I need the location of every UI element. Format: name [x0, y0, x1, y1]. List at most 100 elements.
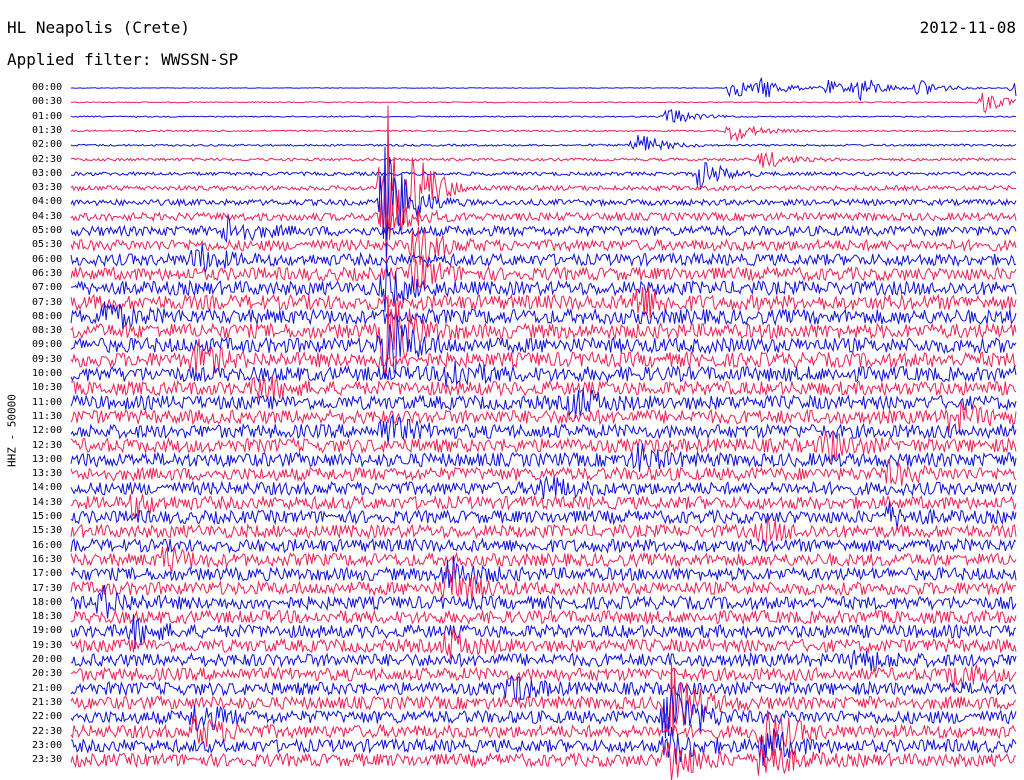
time-label: 09:30 — [32, 353, 63, 365]
time-label: 21:00 — [32, 682, 63, 694]
trace-1500 — [70, 501, 1017, 530]
trace-2100 — [70, 675, 1017, 703]
time-label: 00:30 — [32, 96, 63, 108]
filter-prefix: Applied filter: — [7, 50, 152, 69]
trace-0730 — [70, 286, 1017, 318]
time-label: 12:00 — [32, 425, 63, 437]
time-label: 17:00 — [32, 568, 63, 580]
time-label: 12:30 — [32, 439, 63, 451]
trace-0130 — [70, 125, 1017, 143]
trace-2200 — [70, 689, 1017, 739]
trace-0800 — [70, 301, 1017, 330]
trace-1430 — [70, 494, 1017, 519]
trace-1700 — [70, 555, 1017, 589]
time-label: 13:30 — [32, 468, 63, 480]
trace-0830 — [70, 295, 1017, 379]
trace-0030 — [70, 92, 1017, 114]
trace-0500 — [70, 215, 1017, 244]
time-label: 23:30 — [32, 754, 63, 766]
time-label: 18:00 — [32, 596, 63, 608]
trace-1100 — [70, 387, 1017, 419]
trace-1630 — [70, 546, 1017, 574]
trace-1400 — [70, 475, 1017, 500]
time-label: 01:00 — [32, 110, 63, 122]
time-label: 15:00 — [32, 511, 63, 522]
trace-1800 — [70, 584, 1017, 619]
trace-0200 — [70, 135, 1017, 151]
time-label: 04:30 — [32, 210, 63, 222]
time-label: 20:30 — [32, 668, 63, 680]
trace-1900 — [70, 614, 1017, 650]
time-label: 05:30 — [32, 239, 63, 251]
trace-1330 — [70, 457, 1017, 487]
trace-0600 — [70, 243, 1017, 274]
trace-0300 — [70, 161, 1017, 190]
trace-1730 — [70, 563, 1017, 603]
trace-0400 — [70, 146, 1017, 258]
trace-0530 — [70, 227, 1017, 266]
time-label: 20:00 — [32, 654, 63, 665]
time-label: 02:00 — [32, 139, 63, 151]
time-label: 07:30 — [32, 296, 63, 308]
trace-0700 — [70, 262, 1017, 312]
trace-1230 — [70, 430, 1017, 463]
time-label: 14:00 — [32, 482, 63, 494]
trace-0230 — [70, 151, 1017, 168]
time-label: 06:30 — [32, 267, 63, 279]
trace-1200 — [70, 413, 1017, 445]
trace-2230 — [70, 710, 1017, 767]
trace-1530 — [70, 517, 1017, 546]
trace-1600 — [70, 537, 1017, 554]
trace-0630 — [70, 255, 1017, 292]
time-label: 11:00 — [32, 396, 63, 408]
time-label: 05:00 — [32, 225, 63, 236]
trace-1300 — [70, 443, 1017, 472]
trace-0330 — [70, 105, 1017, 269]
time-label: 22:30 — [32, 725, 63, 737]
time-label: 21:30 — [32, 696, 63, 708]
trace-1030 — [70, 375, 1017, 402]
filter-name: WWSSN-SP — [161, 50, 239, 69]
trace-2130 — [70, 662, 1017, 736]
time-label: 14:30 — [32, 496, 63, 508]
time-label: 00:00 — [32, 82, 63, 93]
trace-1830 — [70, 608, 1017, 626]
time-label: 02:30 — [32, 153, 63, 165]
time-label: 23:00 — [32, 739, 63, 751]
trace-2030 — [70, 664, 1017, 692]
time-label: 11:30 — [32, 410, 63, 422]
trace-0930 — [70, 338, 1017, 376]
time-label: 10:00 — [32, 368, 63, 379]
trace-0900 — [70, 315, 1017, 376]
trace-1000 — [70, 361, 1017, 388]
time-label: 15:30 — [32, 525, 63, 537]
time-label: 16:30 — [32, 553, 63, 565]
trace-0430 — [70, 204, 1017, 237]
time-label: 06:00 — [32, 253, 63, 265]
time-label: 03:00 — [32, 167, 63, 179]
time-label: 07:00 — [32, 282, 63, 294]
trace-1130 — [70, 401, 1017, 435]
trace-0000 — [70, 77, 1017, 102]
station-title: HL Neapolis (Crete) — [7, 18, 191, 37]
filter-label: Applied filter: WWSSN-SP — [7, 50, 238, 69]
trace-1930 — [70, 628, 1017, 659]
time-label: 18:30 — [32, 611, 63, 623]
time-label: 09:00 — [32, 339, 63, 351]
time-label: 22:00 — [32, 711, 63, 723]
trace-0100 — [70, 108, 1017, 123]
time-label: 04:00 — [32, 196, 63, 208]
time-label: 01:30 — [32, 124, 63, 136]
date-label: 2012-11-08 — [919, 18, 1016, 37]
time-label: 08:00 — [32, 310, 63, 322]
time-label: 16:00 — [32, 539, 63, 551]
time-label: 13:00 — [32, 453, 63, 465]
time-label: 03:30 — [32, 182, 63, 194]
time-label: 10:30 — [32, 382, 63, 394]
time-label: 19:00 — [32, 625, 63, 637]
trace-2330 — [70, 742, 1017, 780]
time-label: 17:30 — [32, 582, 63, 594]
trace-2300 — [70, 726, 1017, 766]
time-label: 19:30 — [32, 639, 63, 651]
